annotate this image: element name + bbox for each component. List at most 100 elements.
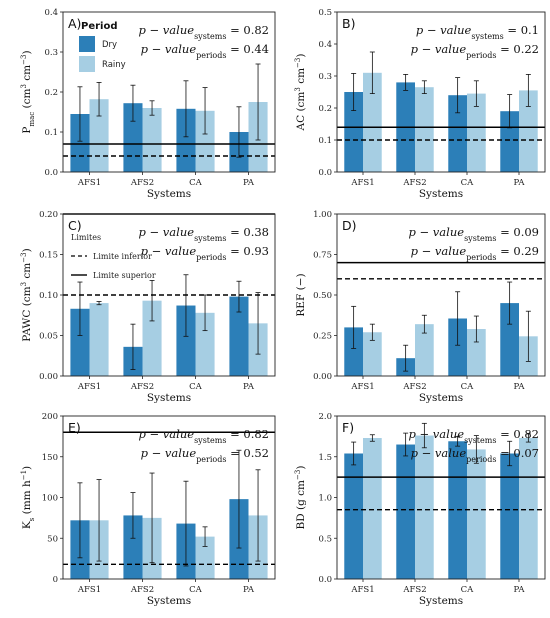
plot-frame	[336, 415, 546, 580]
plot-frame	[62, 213, 276, 377]
y-tick-label: 50	[47, 534, 58, 544]
p-value-periods: p − valueperiods = 0.07	[411, 446, 539, 464]
bar-rainy-ca	[467, 329, 486, 376]
bar-rainy-afs1	[89, 99, 109, 172]
legend-rainy-label: Rainy	[102, 60, 126, 70]
y-tick-label: 100	[42, 494, 58, 504]
p-value-systems: p − valuesystems = 0.1	[416, 23, 539, 41]
y-tick-label: 1.5	[318, 453, 332, 463]
x-tick-label: PA	[513, 585, 525, 595]
legend-dry-label: Dry	[102, 40, 117, 50]
x-tick-label: PA	[243, 178, 255, 188]
bar-rainy-afs2	[142, 108, 162, 172]
panel-c: 0.00 0.05 0.10 0.15 0.20 AFS1 AFS2 CA PA C) p − va…	[20, 210, 276, 404]
bar-dry-ca	[448, 95, 467, 172]
x-tick-label: AFS1	[77, 178, 101, 188]
x-tick-label: AFS2	[402, 382, 426, 392]
x-tick-label: AFS1	[350, 585, 374, 595]
x-tick-label: CA	[461, 178, 475, 188]
bar-dry-afs1	[70, 114, 90, 172]
p-value-systems: p − valuesystems = 0.38	[139, 225, 270, 243]
x-tick-label: CA	[189, 382, 203, 392]
y-axis-title: BD (g cm−3)	[294, 466, 307, 530]
bar-dry-afs1	[344, 327, 363, 376]
x-axis-title: Systems	[147, 392, 191, 404]
bar-dry-ca	[448, 318, 467, 376]
p-value-systems: p − valuesystems = 0.82	[139, 427, 270, 445]
panel-label: A)	[68, 16, 81, 31]
bar-rainy-afs1	[363, 72, 382, 172]
bar-rainy-afs1	[363, 438, 382, 579]
p-value-periods: p − valueperiods = 0.52	[141, 446, 269, 464]
y-tick-label: 0.1	[44, 128, 58, 138]
bar-dry-ca	[176, 305, 196, 376]
y-tick-label: 0.15	[39, 251, 58, 261]
y-tick-label: 0.20	[39, 210, 58, 220]
bar-rainy-ca	[467, 449, 486, 579]
x-tick-label: AFS1	[77, 382, 101, 392]
p-value-periods: p − valueperiods = 0.93	[141, 244, 269, 262]
x-tick-label: CA	[189, 585, 203, 595]
y-tick-label: 0.05	[39, 332, 58, 342]
bar-rainy-afs2	[415, 87, 434, 172]
x-tick-label: PA	[513, 382, 525, 392]
x-tick-label: AFS1	[77, 585, 101, 595]
y-tick-label: 0.4	[318, 40, 332, 50]
y-tick-label: 0.3	[44, 48, 58, 58]
plot-frame	[62, 11, 276, 173]
y-tick-label: 0.75	[313, 251, 332, 261]
x-axis-title: Systems	[419, 595, 463, 607]
x-tick-label: AFS2	[130, 178, 154, 188]
p-value-periods: p − valueperiods = 0.22	[411, 42, 539, 60]
bar-rainy-pa	[519, 90, 538, 172]
bar-rainy-ca	[467, 93, 486, 172]
bar-rainy-afs1	[89, 303, 109, 376]
y-axis-title: AC (cm3 cm−3)	[294, 54, 307, 132]
y-tick-label: 0.0	[318, 168, 332, 178]
x-tick-label: AFS2	[130, 382, 154, 392]
x-tick-label: PA	[243, 585, 255, 595]
panel-f: 0.0 0.5 1.0 1.5 2.0 AFS1 AFS2 CA PA F) p − valuesy…	[294, 412, 546, 607]
bar-dry-ca	[176, 108, 196, 172]
x-axis-title: Systems	[419, 188, 463, 200]
x-tick-label: AFS2	[402, 585, 426, 595]
y-tick-label: 0.2	[44, 88, 58, 98]
y-tick-label: 0.5	[318, 8, 332, 18]
y-tick-label: 0.3	[318, 72, 332, 82]
plot-frame	[336, 11, 546, 173]
x-tick-label: PA	[513, 178, 525, 188]
bar-dry-afs2	[123, 515, 143, 579]
bar-rainy-afs2	[142, 300, 162, 376]
y-tick-label: 0.10	[39, 291, 58, 301]
y-tick-label: 200	[42, 412, 58, 422]
y-tick-label: 0.2	[318, 104, 332, 114]
x-tick-label: CA	[189, 178, 203, 188]
y-tick-label: 0.25	[313, 332, 332, 342]
x-axis-title: Systems	[147, 188, 191, 200]
x-tick-label: CA	[461, 585, 475, 595]
legend-superior-label: Limite superior	[93, 271, 156, 280]
panel-b: 0.0 0.1 0.2 0.3 0.4 0.5 AFS1 AFS2 CA PA B) p − valu…	[294, 8, 546, 200]
legend-dry-swatch	[79, 36, 95, 52]
x-tick-label: CA	[461, 382, 475, 392]
bar-rainy-afs2	[415, 324, 434, 376]
panel-label: D)	[342, 218, 357, 233]
bar-dry-pa	[500, 453, 519, 579]
x-tick-label: AFS2	[402, 178, 426, 188]
panel-label: C)	[68, 218, 82, 233]
y-axis-title: Pmac (cm3 cm−3)	[20, 50, 36, 133]
y-axis-title: PAWC (cm3 cm−3)	[20, 248, 33, 341]
y-tick-label: 0.4	[44, 8, 58, 18]
x-tick-label: AFS1	[350, 382, 374, 392]
bar-rainy-afs1	[363, 332, 382, 376]
bar-rainy-ca	[195, 312, 215, 376]
panel-e: 0 50 100 150 200 AFS1 AFS2 CA PA E) p − valuesyste…	[20, 412, 276, 607]
x-tick-label: AFS1	[350, 178, 374, 188]
bar-dry-pa	[500, 111, 519, 172]
y-tick-label: 0.00	[39, 372, 58, 382]
bar-dry-afs1	[344, 453, 363, 579]
x-axis-title: Systems	[419, 392, 463, 404]
legend-limits-title: Limites	[71, 233, 101, 242]
x-axis-title: Systems	[147, 595, 191, 607]
plot-frame	[62, 415, 276, 580]
